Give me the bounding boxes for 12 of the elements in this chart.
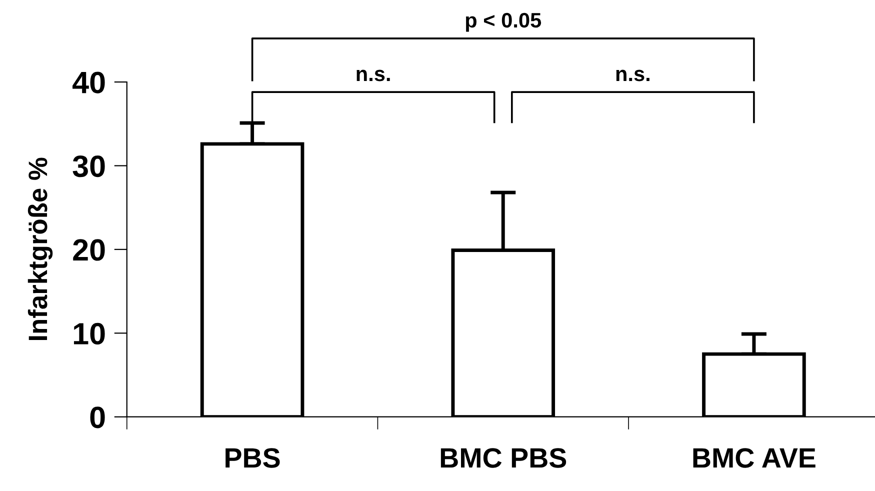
x-tick-label: BMC PBS	[440, 448, 566, 468]
y-axis-title: Infarktgröße %	[28, 158, 53, 340]
y-tick-label: 30	[72, 155, 105, 178]
y-tick-label: 40	[72, 72, 105, 94]
x-tick-label: PBS	[226, 448, 280, 468]
text: n.s.	[616, 70, 650, 82]
text: p < 0.05	[466, 12, 542, 32]
y-tick-label: 0	[90, 406, 105, 428]
x-tick-label: BMC AVE	[693, 448, 816, 468]
y-tick-label: 10	[74, 322, 105, 345]
y-tick-label: 20	[73, 239, 105, 261]
text: n.s.	[356, 70, 390, 82]
